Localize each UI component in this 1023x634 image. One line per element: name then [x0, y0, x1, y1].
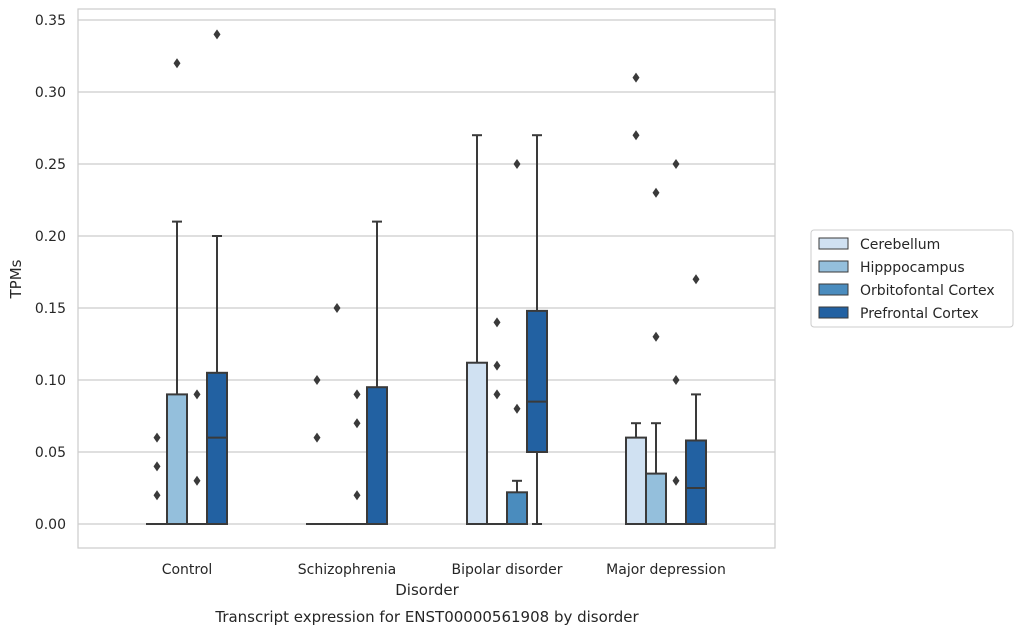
y-tick-label: 0.00	[35, 517, 66, 533]
box-body	[166, 393, 188, 525]
outlier-point	[333, 303, 341, 313]
outlier-point	[632, 130, 640, 141]
box-0-2	[466, 134, 488, 525]
box-3-1	[366, 220, 388, 526]
box-2-1	[346, 389, 368, 526]
box-body	[506, 491, 528, 526]
outlier-point	[632, 72, 640, 83]
y-axis-label: TPMs	[7, 259, 25, 299]
box-0-0	[146, 432, 168, 526]
outlier-point	[493, 317, 501, 328]
legend-label: Cerebellum	[860, 237, 940, 253]
box-1-1	[326, 303, 348, 526]
box-body	[685, 439, 707, 526]
outlier-point	[153, 461, 161, 472]
y-tick-label: 0.05	[35, 445, 66, 461]
outlier-point	[353, 389, 361, 400]
outlier-point	[153, 432, 161, 443]
legend-swatch	[818, 260, 849, 273]
box-0-3	[625, 72, 647, 526]
outlier-point	[193, 475, 201, 486]
outlier-point	[672, 475, 680, 486]
outlier-point	[652, 187, 660, 198]
outlier-point	[493, 389, 501, 400]
outlier-point	[672, 159, 680, 169]
legend-label: Prefrontal Cortex	[860, 306, 979, 322]
y-tick-label: 0.10	[35, 373, 66, 389]
box-3-0	[206, 29, 228, 525]
legend-label: Orbitofontal Cortex	[860, 283, 995, 299]
outlier-point	[513, 159, 521, 169]
legend-label: Hipppocampus	[860, 260, 965, 276]
legend-swatch	[818, 283, 849, 296]
x-axis-label: Disorder	[395, 581, 459, 599]
box-2-2	[506, 159, 528, 526]
box-body	[366, 386, 388, 526]
outlier-point	[672, 375, 680, 385]
outlier-point	[153, 490, 161, 501]
box-3-2	[526, 134, 548, 525]
y-axis-ticks: 0.00 0.05 0.10 0.15 0.20 0.25 0.30 0.35	[35, 13, 66, 533]
outlier-point	[353, 490, 361, 501]
boxes	[146, 29, 707, 526]
x-tick-label: Bipolar disorder	[451, 562, 562, 578]
legend-frame	[810, 229, 1014, 328]
box-3-3	[685, 274, 707, 526]
gridlines	[78, 19, 775, 525]
outlier-point	[652, 331, 660, 342]
x-tick-label: Major depression	[606, 562, 726, 578]
outlier-point	[313, 375, 321, 385]
y-tick-label: 0.15	[35, 301, 66, 317]
outlier-point	[313, 432, 321, 443]
plot-frame	[77, 8, 776, 549]
legend-swatch	[818, 306, 849, 319]
x-axis-ticks: Control Schizophrenia Bipolar disorder Majo…	[162, 562, 726, 578]
box-1-0	[166, 58, 188, 525]
outlier-point	[692, 274, 700, 285]
legend-swatch	[818, 237, 849, 250]
outlier-point	[173, 58, 181, 69]
outlier-point	[513, 403, 521, 414]
box-2-0	[186, 389, 208, 526]
x-tick-label: Schizophrenia	[298, 562, 396, 578]
outlier-point	[353, 418, 361, 429]
y-tick-label: 0.20	[35, 229, 66, 245]
box-1-2	[486, 317, 508, 526]
chart-title: Transcript expression for ENST0000056190…	[214, 608, 639, 626]
x-tick-label: Control	[162, 562, 213, 578]
outlier-point	[193, 389, 201, 400]
box-0-1	[306, 375, 328, 526]
outlier-point	[213, 29, 221, 40]
box-body	[625, 436, 647, 526]
outlier-point	[493, 360, 501, 371]
y-tick-label: 0.30	[35, 85, 66, 101]
box-2-3	[665, 159, 687, 526]
box-1-3	[645, 187, 667, 526]
y-tick-label: 0.25	[35, 157, 66, 173]
y-tick-label: 0.35	[35, 13, 66, 29]
box-body	[206, 371, 228, 525]
box-body	[466, 361, 488, 525]
box-body	[645, 472, 667, 526]
box-body	[526, 309, 548, 453]
legend: Cerebellum Hipppocampus Orbitofontal Corte…	[810, 229, 1014, 328]
